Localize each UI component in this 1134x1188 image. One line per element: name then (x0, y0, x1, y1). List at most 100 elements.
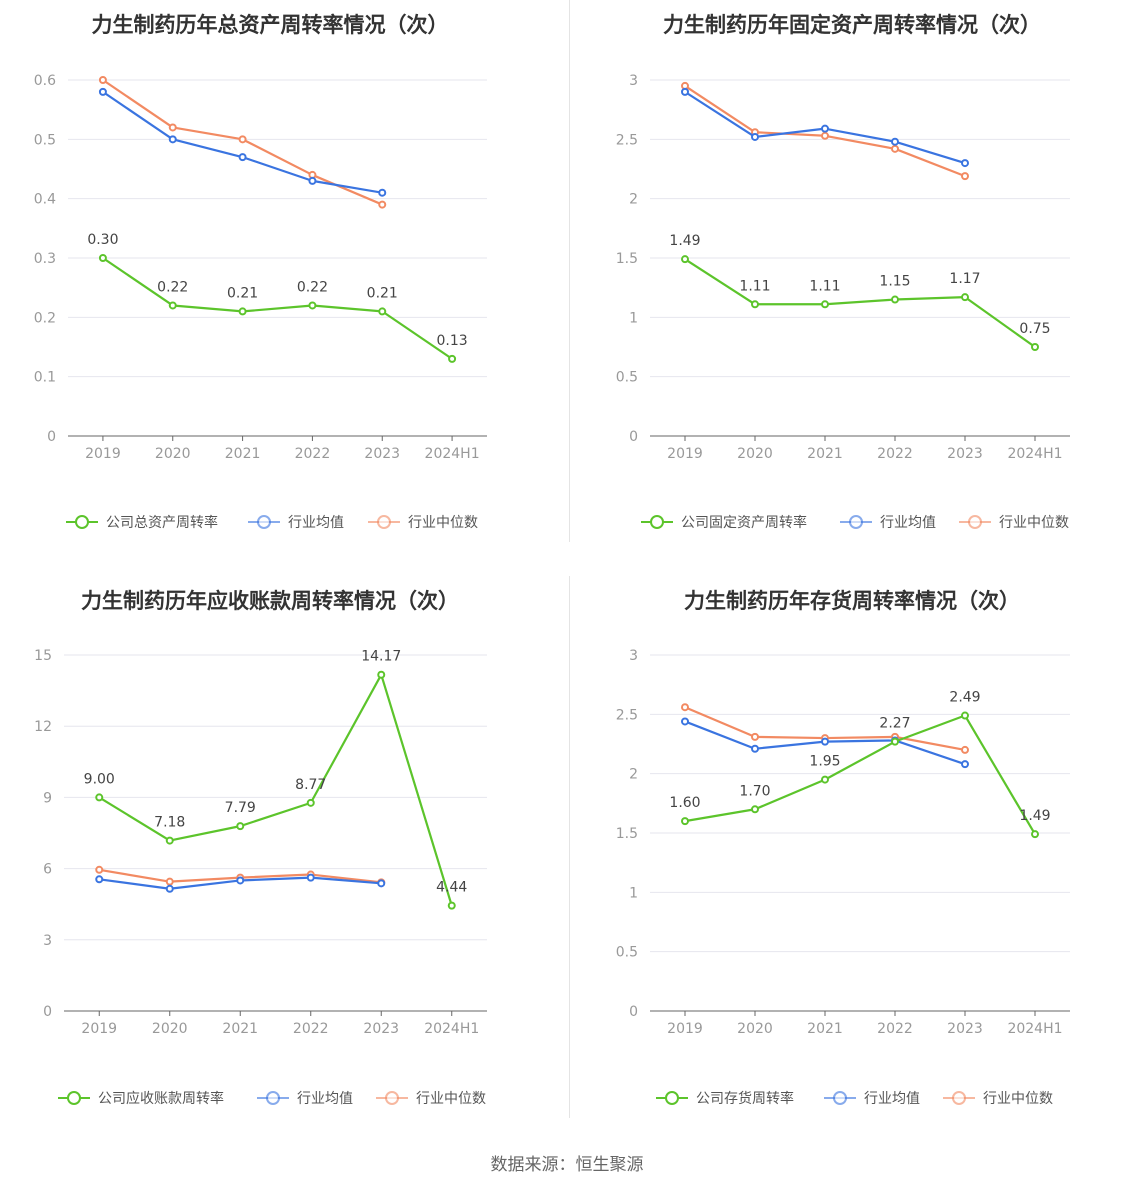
chart-title: 力生制药历年存货周转率情况（次） (684, 589, 1020, 613)
chart-fixed-asset-turnover: 力生制药历年固定资产周转率情况（次） 0 0.5 1 1.5 2 2.5 3 2019 2020 2… (616, 13, 1070, 531)
y-tick-label: 1 (629, 310, 638, 326)
data-point-industry-median (168, 123, 177, 132)
x-tick-label: 2024H1 (424, 1021, 479, 1037)
data-label: 0.22 (157, 279, 188, 295)
y-tick-label: 1.5 (616, 826, 638, 842)
x-tick-label: 2019 (667, 1021, 703, 1037)
x-tick-label: 2021 (807, 1021, 843, 1037)
data-point-industry-avg (751, 132, 759, 141)
x-tick-label: 2022 (877, 446, 913, 462)
y-tick-label: 0.3 (34, 251, 56, 267)
legend-marker-company (650, 515, 664, 529)
data-label: 9.00 (84, 771, 115, 787)
legend-marker-industry-avg (849, 515, 863, 529)
y-tick-label: 0.6 (34, 73, 56, 89)
data-point-industry-median (751, 732, 759, 741)
y-tick-label: 15 (34, 648, 52, 664)
data-point-company (891, 737, 899, 746)
legend-label-industry-median: 行业中位数 (416, 1091, 486, 1107)
legend-marker-industry-median (385, 1091, 399, 1105)
data-label: 2.27 (879, 716, 910, 732)
x-tick-label: 2019 (667, 446, 703, 462)
data-point-industry-avg (308, 176, 317, 185)
series-line-company (684, 258, 1036, 348)
x-tick-label: 2023 (947, 1021, 983, 1037)
y-tick-label: 3 (629, 648, 638, 664)
x-tick-label: 2020 (737, 446, 773, 462)
data-point-company (891, 295, 899, 304)
x-tick-label: 2023 (947, 446, 983, 462)
data-point-company (306, 798, 315, 807)
data-point-company (236, 822, 245, 831)
data-label: 1.70 (739, 783, 770, 799)
legend-label-industry-median: 行业中位数 (408, 515, 478, 531)
x-tick-label: 2019 (85, 446, 121, 462)
y-tick-label: 0.5 (616, 945, 638, 961)
x-tick-label: 2020 (155, 446, 191, 462)
data-point-company (95, 793, 104, 802)
x-tick-label: 2022 (293, 1021, 329, 1037)
data-label: 1.17 (949, 271, 980, 287)
chart-title: 力生制药历年固定资产周转率情况（次） (663, 13, 1041, 37)
divider-bottom (569, 576, 570, 1118)
legend-label-company: 公司固定资产周转率 (681, 514, 807, 531)
data-point-company (448, 354, 457, 363)
legend-label-industry-avg: 行业均值 (297, 1091, 353, 1107)
y-tick-label: 3 (43, 933, 52, 949)
data-point-industry-avg (961, 760, 969, 769)
data-point-industry-median (821, 131, 829, 140)
data-point-industry-median (95, 865, 104, 874)
divider-top (569, 0, 570, 542)
x-tick-label: 2020 (152, 1021, 188, 1037)
data-label: 1.11 (739, 278, 770, 294)
y-tick-label: 0.1 (34, 370, 56, 386)
data-label: 14.17 (361, 649, 401, 665)
data-label: 2.49 (949, 690, 980, 706)
x-tick-label: 2024H1 (1007, 446, 1062, 462)
data-point-industry-avg (238, 153, 247, 162)
data-label: 4.44 (436, 880, 467, 896)
x-tick-label: 2019 (81, 1021, 117, 1037)
chart-title: 力生制药历年应收账款周转率情况（次） (81, 589, 459, 613)
data-point-company (165, 836, 174, 845)
legend-label-company: 公司总资产周转率 (106, 514, 218, 531)
chart-receivables-turnover: 力生制药历年应收账款周转率情况（次） 0 3 6 9 12 15 2019 2020 2021 20… (34, 589, 487, 1107)
legend-marker-company (67, 1091, 81, 1105)
x-tick-label: 2023 (364, 446, 400, 462)
data-source-note: 数据来源：恒生聚源 (490, 1155, 644, 1175)
data-point-company (961, 293, 969, 302)
data-point-company (681, 255, 689, 264)
y-tick-label: 6 (43, 862, 52, 878)
chart-panel-receivables-turnover: 力生制药历年应收账款周转率情况（次） 0 3 6 9 12 15 2019 2020 2021 20… (0, 576, 567, 1152)
data-point-industry-avg (681, 717, 689, 726)
legend-marker-industry-avg (833, 1091, 847, 1105)
data-point-industry-avg (95, 875, 104, 884)
legend-label-company: 公司应收账款周转率 (98, 1090, 224, 1107)
y-tick-label: 3 (629, 73, 638, 89)
data-point-industry-avg (236, 876, 245, 885)
chart-panel-inventory-turnover: 力生制药历年存货周转率情况（次） 0 0.5 1 1.5 2 2.5 3 2019 2020 202… (567, 576, 1134, 1152)
data-label: 0.30 (87, 232, 118, 248)
legend-marker-industry-median (377, 515, 391, 529)
data-label: 1.49 (1019, 808, 1050, 824)
data-point-company (98, 254, 107, 262)
data-point-industry-avg (751, 744, 759, 753)
x-tick-label: 2022 (295, 446, 331, 462)
series-line-company (102, 257, 453, 360)
data-point-industry-avg (681, 87, 689, 96)
data-point-industry-avg (377, 879, 386, 888)
data-point-industry-median (165, 877, 174, 886)
data-point-company (751, 300, 759, 309)
data-point-industry-avg (98, 87, 107, 96)
data-point-industry-median (238, 135, 247, 144)
y-tick-label: 0 (629, 429, 638, 445)
data-label: 0.21 (227, 285, 258, 301)
legend-label-industry-avg: 行业均值 (880, 515, 936, 531)
legend-marker-industry-median (952, 1091, 966, 1105)
data-point-company (168, 301, 177, 310)
data-label: 1.49 (669, 233, 700, 249)
data-point-industry-median (378, 200, 387, 209)
y-tick-label: 9 (43, 790, 52, 806)
legend-marker-industry-avg (266, 1091, 280, 1105)
series-line-company (98, 673, 453, 906)
